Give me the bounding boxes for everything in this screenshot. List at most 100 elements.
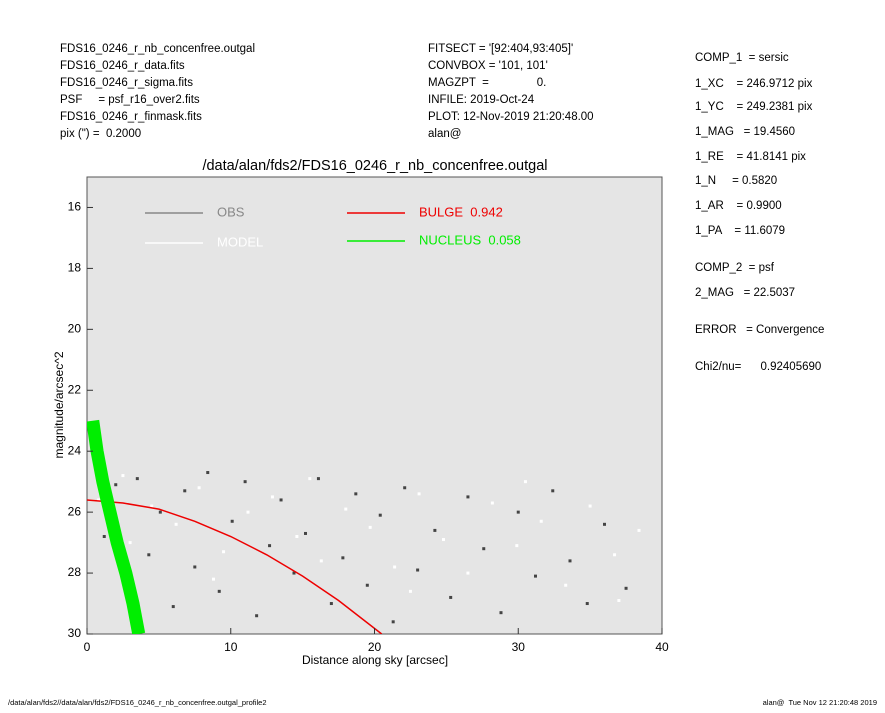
fit-parameter: Chi2/nu= 0.92405690: [695, 361, 821, 373]
header-line: PLOT: 12-Nov-2019 21:20:48.00: [428, 111, 594, 123]
header-line: FDS16_0246_r_nb_concenfree.outgal: [60, 43, 255, 55]
data-point: [449, 595, 453, 599]
data-point: [564, 583, 568, 587]
x-tick-label: 10: [224, 640, 238, 654]
data-point: [268, 544, 272, 548]
chart-title: /data/alan/fds2/FDS16_0246_r_nb_concenfr…: [202, 158, 547, 174]
data-point: [617, 598, 621, 602]
header-line: alan@: [428, 128, 461, 140]
fit-parameter: 1_MAG = 19.4560: [695, 126, 795, 138]
fit-parameter: 1_YC = 249.2381 pix: [695, 101, 813, 113]
plot-area: [86, 176, 663, 635]
data-point: [466, 571, 470, 575]
data-point: [341, 556, 345, 560]
data-point: [344, 507, 348, 511]
footer-date: alan@ Tue Nov 12 21:20:48 2019: [763, 698, 877, 707]
legend-label: OBS: [217, 204, 245, 219]
fit-parameter: 1_PA = 11.6079: [695, 225, 785, 237]
data-point: [585, 602, 589, 606]
data-point: [329, 602, 333, 606]
data-point: [230, 519, 234, 523]
data-point: [197, 486, 201, 490]
header-line: FDS16_0246_r_data.fits: [60, 60, 185, 72]
data-point: [206, 471, 210, 475]
nucleus-band: [87, 419, 146, 634]
fit-parameter: 1_N = 0.5820: [695, 175, 777, 187]
data-point: [121, 474, 125, 478]
data-point: [637, 528, 641, 532]
fit-parameter: 1_AR = 0.9900: [695, 200, 782, 212]
data-point: [128, 541, 132, 545]
data-point: [171, 605, 175, 609]
data-point: [270, 495, 274, 499]
data-point: [135, 477, 139, 481]
data-point: [246, 510, 250, 514]
data-point: [217, 589, 221, 593]
data-point: [499, 611, 503, 615]
x-tick-label: 40: [655, 640, 669, 654]
y-tick-label: 20: [68, 322, 82, 336]
data-point: [482, 547, 486, 551]
y-tick-label: 26: [68, 504, 82, 518]
data-point: [534, 574, 537, 578]
data-point: [97, 498, 100, 502]
data-point: [403, 486, 407, 490]
legend-label: MODEL: [217, 234, 263, 249]
y-tick-label: 22: [68, 382, 82, 396]
data-point: [416, 568, 420, 572]
data-point: [417, 492, 421, 496]
data-point: [102, 535, 106, 539]
data-point: [193, 565, 197, 569]
header-line: CONVBOX = '101, 101': [428, 60, 548, 72]
fit-parameter: COMP_1 = sersic: [695, 52, 789, 64]
data-point: [292, 571, 296, 575]
data-point: [295, 535, 299, 539]
data-point: [515, 544, 519, 548]
x-tick-label: 30: [512, 640, 526, 654]
y-tick-label: 18: [68, 261, 82, 275]
data-point: [378, 513, 382, 517]
y-tick-label: 24: [68, 443, 82, 457]
data-point: [354, 492, 358, 496]
data-point: [365, 583, 369, 587]
data-point: [603, 522, 606, 526]
data-point: [174, 522, 178, 526]
fit-parameter: COMP_2 = psf: [695, 262, 775, 274]
data-point: [490, 501, 494, 505]
x-axis-label: Distance along sky [arcsec]: [302, 653, 448, 667]
header-line: INFILE: 2019-Oct-24: [428, 94, 535, 106]
data-point: [316, 477, 320, 481]
data-point: [408, 589, 412, 593]
x-tick-label: 0: [84, 640, 91, 654]
y-axis-label: magnitude/arcsec^2: [52, 351, 66, 458]
data-point: [114, 483, 118, 487]
data-point: [523, 480, 527, 484]
data-point: [624, 586, 628, 590]
fit-parameter: 1_RE = 41.8141 pix: [695, 151, 806, 163]
fit-parameter: ERROR = Convergence: [695, 324, 824, 336]
data-point: [516, 510, 520, 514]
data-point: [183, 489, 187, 493]
header-line: pix (") = 0.2000: [60, 128, 141, 140]
data-point: [442, 538, 445, 542]
data-point: [304, 531, 307, 535]
data-point: [319, 559, 323, 563]
header-line: FITSECT = '[92:404,93:405]': [428, 43, 573, 55]
data-point: [150, 504, 154, 508]
fit-parameter: 1_XC = 246.9712 pix: [695, 78, 813, 90]
data-point: [393, 565, 397, 569]
y-tick-label: 28: [68, 565, 82, 579]
data-point: [147, 553, 151, 557]
legend-label: NUCLEUS 0.058: [419, 232, 521, 247]
footer-path: /data/alan/fds2//data/alan/fds2/FDS16_02…: [8, 698, 267, 707]
header-line: FDS16_0246_r_finmask.fits: [60, 111, 202, 123]
data-point: [433, 528, 437, 532]
header-line: FDS16_0246_r_sigma.fits: [60, 77, 193, 89]
y-tick-label: 16: [68, 200, 82, 214]
x-tick-label: 20: [368, 640, 382, 654]
data-point: [243, 480, 247, 484]
fit-parameter: 2_MAG = 22.5037: [695, 287, 795, 299]
data-point: [391, 620, 395, 624]
header-line: PSF = psf_r16_over2.fits: [60, 94, 200, 106]
